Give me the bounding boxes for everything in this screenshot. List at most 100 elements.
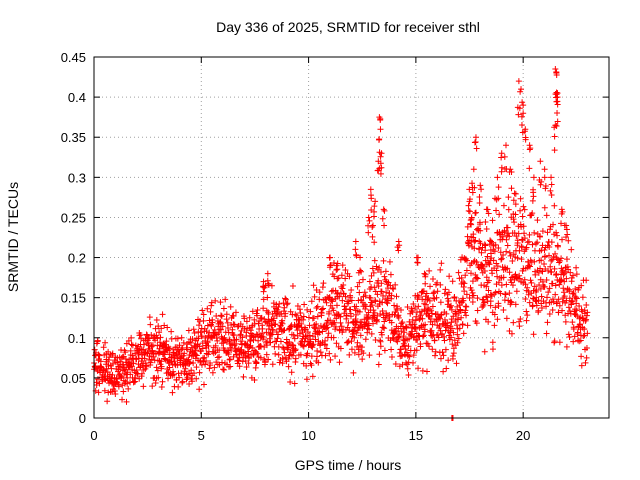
- data-point: [187, 359, 194, 366]
- data-point: [115, 383, 122, 390]
- data-point: [442, 346, 449, 353]
- data-point: [290, 342, 297, 349]
- data-point: [410, 301, 417, 308]
- data-point: [201, 354, 208, 361]
- data-point: [378, 280, 385, 287]
- data-point: [251, 376, 258, 383]
- data-point: [511, 230, 518, 237]
- data-point: [463, 267, 470, 274]
- data-point: [520, 223, 527, 230]
- data-point: [506, 327, 513, 334]
- data-point: [238, 327, 245, 334]
- data-point: [562, 318, 569, 325]
- data-point: [368, 330, 375, 337]
- data-point: [370, 269, 377, 276]
- data-point: [207, 362, 214, 369]
- data-point: [405, 359, 412, 366]
- data-point: [506, 249, 513, 256]
- data-point: [356, 289, 363, 296]
- data-point: [375, 277, 382, 284]
- data-point: [423, 290, 430, 297]
- data-point: [170, 368, 177, 375]
- data-point: [506, 269, 513, 276]
- data-point: [310, 341, 317, 348]
- data-point: [448, 334, 455, 341]
- data-point: [498, 256, 505, 263]
- data-point: [381, 207, 388, 214]
- data-point: [519, 99, 526, 106]
- data-point: [394, 244, 401, 251]
- data-point: [388, 346, 395, 353]
- data-point: [532, 297, 539, 304]
- data-point: [224, 324, 231, 331]
- data-point: [384, 297, 391, 304]
- data-point: [535, 269, 542, 276]
- data-point: [300, 316, 307, 323]
- data-point: [517, 88, 524, 95]
- data-point: [368, 195, 375, 202]
- x-tick-label: 20: [516, 428, 530, 443]
- data-point: [205, 351, 212, 358]
- data-point: [203, 357, 210, 364]
- data-point: [339, 297, 346, 304]
- data-point: [524, 239, 531, 246]
- data-point: [583, 316, 590, 323]
- data-point: [174, 335, 181, 342]
- data-point: [432, 348, 439, 355]
- data-point: [503, 236, 510, 243]
- data-point: [518, 122, 525, 129]
- data-point: [415, 293, 422, 300]
- data-point: [154, 335, 161, 342]
- data-point: [484, 253, 491, 260]
- data-point: [326, 350, 333, 357]
- data-point: [338, 323, 345, 330]
- data-point: [377, 170, 384, 177]
- data-point: [263, 307, 270, 314]
- data-point: [425, 312, 432, 319]
- data-point: [338, 272, 345, 279]
- data-point: [391, 327, 398, 334]
- data-point: [538, 293, 545, 300]
- data-point: [437, 355, 444, 362]
- data-point: [510, 319, 517, 326]
- data-point: [415, 365, 422, 372]
- data-point: [477, 240, 484, 247]
- data-point: [247, 338, 254, 345]
- data-point: [257, 343, 264, 350]
- data-point: [255, 337, 262, 344]
- data-point: [464, 322, 471, 329]
- data-point: [371, 257, 378, 264]
- data-point: [254, 350, 261, 357]
- data-point: [497, 290, 504, 297]
- data-point: [430, 290, 437, 297]
- data-point: [362, 336, 369, 343]
- data-point: [483, 293, 490, 300]
- data-point: [408, 305, 415, 312]
- data-point: [380, 292, 387, 299]
- data-point: [434, 288, 441, 295]
- data-point: [281, 304, 288, 311]
- data-point: [409, 316, 416, 323]
- data-point: [517, 207, 524, 214]
- data-point: [506, 290, 513, 297]
- data-point: [526, 262, 533, 269]
- y-tick-label: 0.4: [68, 90, 86, 105]
- data-point: [395, 247, 402, 254]
- data-point: [304, 306, 311, 313]
- data-point: [565, 237, 572, 244]
- data-point: [314, 347, 321, 354]
- data-point: [505, 206, 512, 213]
- data-point: [104, 398, 111, 405]
- data-point: [232, 309, 239, 316]
- data-point: [549, 256, 556, 263]
- data-point: [245, 348, 252, 355]
- data-point: [578, 282, 585, 289]
- data-point: [274, 335, 281, 342]
- data-point: [204, 339, 211, 346]
- data-point: [211, 364, 218, 371]
- data-point: [330, 334, 337, 341]
- data-point: [474, 295, 481, 302]
- data-point: [304, 350, 311, 357]
- data-point: [216, 353, 223, 360]
- data-point: [523, 244, 530, 251]
